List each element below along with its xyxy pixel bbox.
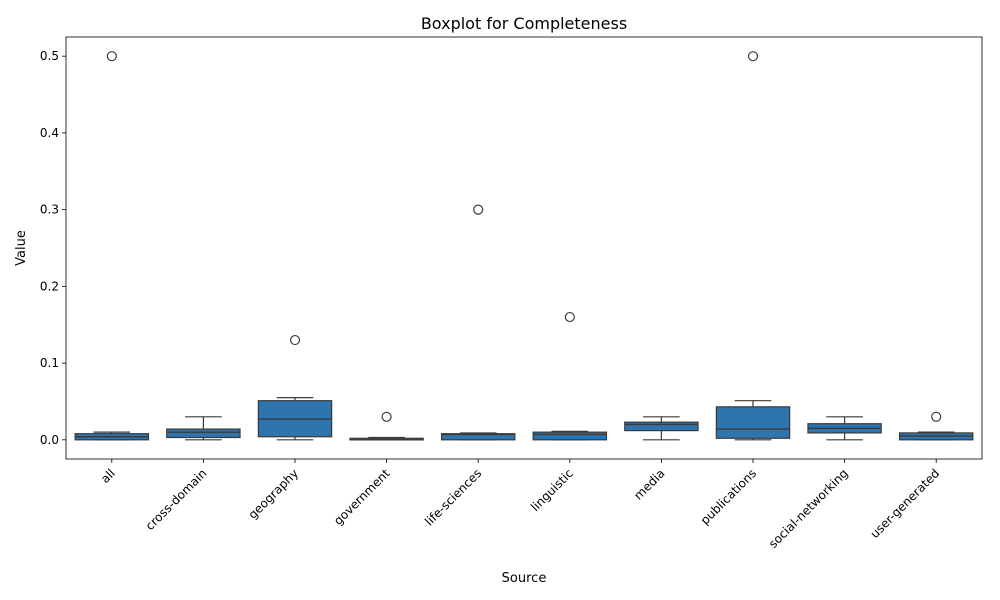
box-media	[624, 416, 699, 441]
outlier-point	[106, 51, 117, 62]
outlier-point	[289, 334, 301, 346]
box-life-sciences	[440, 204, 516, 441]
x-tick-label: cross-domain	[143, 466, 210, 533]
box-iqr	[624, 421, 699, 432]
x-tick-label: user-generated	[868, 466, 943, 541]
y-tick-label: 0.3	[40, 203, 59, 217]
outlier-point	[564, 311, 575, 323]
x-tick-label: geography	[246, 466, 302, 522]
x-axis-label: Source	[502, 571, 547, 586]
box-linguistic	[532, 311, 608, 441]
outlier-point	[931, 411, 942, 422]
x-tick-label: government	[331, 466, 393, 528]
box-cross-domain	[166, 416, 241, 441]
box-publications	[715, 51, 791, 441]
outlier-point	[381, 411, 392, 422]
box-iqr	[532, 431, 608, 441]
y-tick-label: 0.1	[40, 356, 59, 370]
box-all	[74, 51, 150, 441]
box-geography	[257, 334, 333, 441]
boxes-layer	[74, 51, 974, 441]
chart-title: Boxplot for Completeness	[421, 14, 627, 33]
x-axis: all cross-domain geography government life-s…	[98, 459, 942, 551]
y-axis-label: Value	[14, 230, 29, 266]
x-tick-label: social-networking	[766, 466, 851, 551]
box-iqr	[715, 406, 791, 439]
outlier-point	[473, 204, 484, 215]
box-government	[349, 411, 424, 441]
x-tick-label: all	[98, 466, 118, 486]
x-tick-label: media	[631, 466, 667, 502]
x-tick-label: linguistic	[528, 466, 576, 514]
box-user-generated	[898, 411, 974, 441]
y-tick-label: 0.4	[40, 126, 59, 140]
box-social-networking	[807, 416, 882, 441]
y-tick-label: 0.2	[40, 279, 59, 293]
x-tick-label: publications	[698, 466, 759, 527]
y-tick-label: 0.5	[40, 49, 59, 63]
box-iqr	[166, 428, 241, 439]
outlier-point	[747, 51, 759, 62]
y-axis: 0.0 0.1 0.2 0.3 0.4 0.5	[40, 49, 66, 447]
x-tick-label: life-sciences	[422, 466, 484, 528]
y-tick-label: 0.0	[40, 433, 59, 447]
box-iqr	[440, 433, 516, 441]
plot-area	[65, 36, 983, 460]
